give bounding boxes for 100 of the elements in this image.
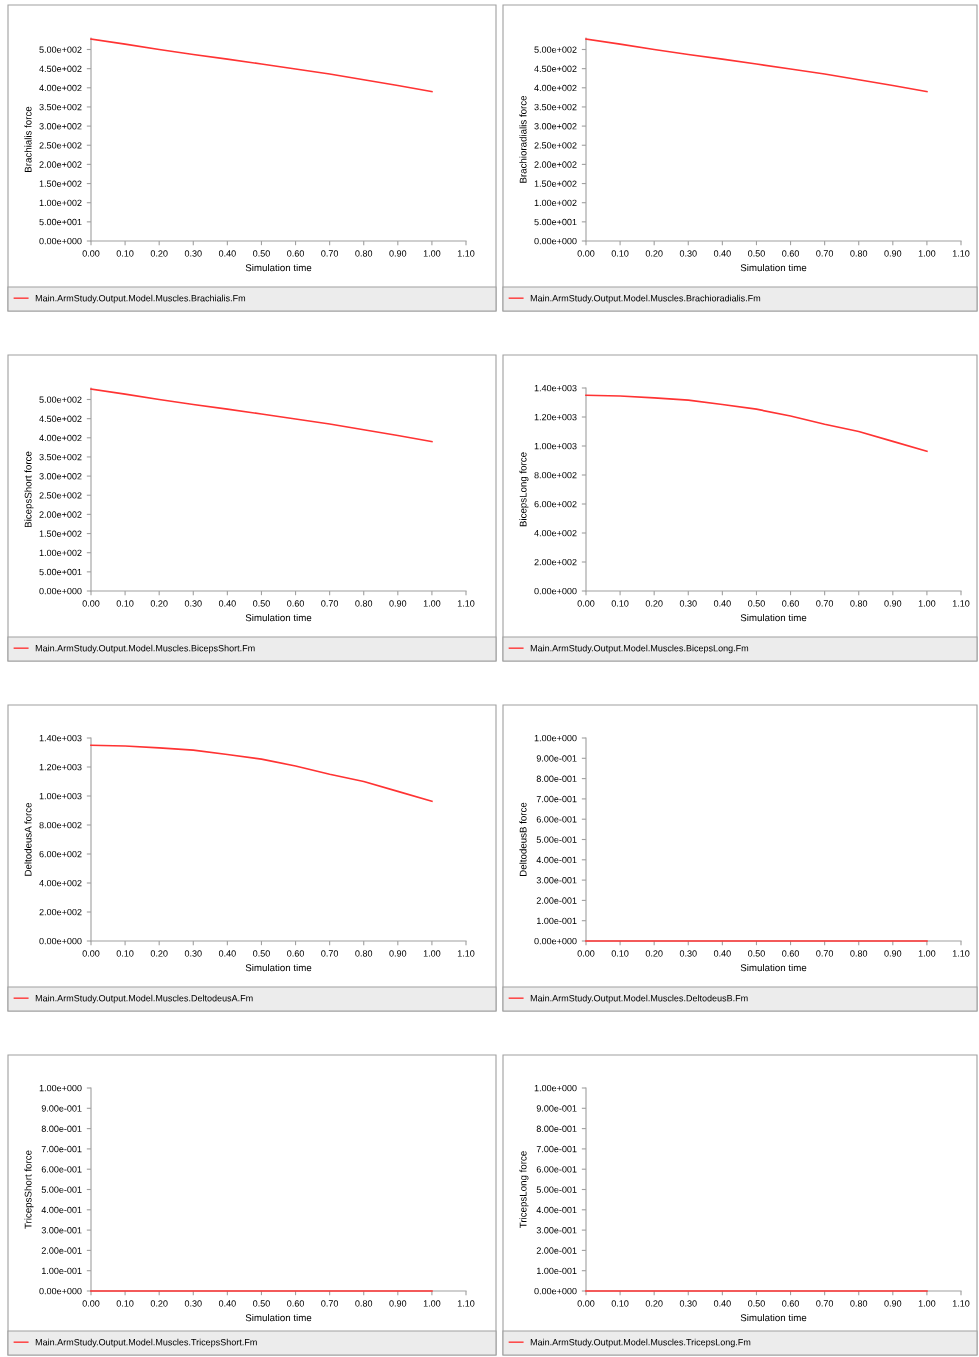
x-tick-label: 0.10 [116, 1300, 134, 1307]
x-tick-label: 0.90 [884, 250, 902, 257]
x-tick-label: 0.70 [321, 950, 339, 957]
x-tick-label: 0.30 [184, 250, 202, 257]
x-tick-label: 0.40 [218, 950, 236, 957]
y-axis-title: Brachialis force [24, 106, 32, 172]
y-tick-label: 0.00e+000 [534, 1287, 577, 1295]
x-tick-label: 1.00 [423, 600, 441, 607]
x-axis-title: Simulation time [245, 614, 312, 622]
y-tick-label: 6.00e-001 [536, 1166, 577, 1173]
x-tick-label: 0.80 [355, 1300, 373, 1307]
y-tick-label: 1.50e+002 [534, 180, 577, 187]
x-tick-label: 0.50 [748, 950, 765, 957]
y-tick-label: 9.00e-001 [536, 1105, 577, 1112]
x-tick-label: 0.20 [150, 1300, 168, 1307]
x-tick-label: 0.40 [218, 1300, 236, 1307]
x-tick-label: 0.80 [355, 250, 373, 257]
x-tick-label: 0.00 [577, 1300, 595, 1307]
x-tick-label: 0.40 [218, 250, 236, 257]
x-tick-label: 0.50 [253, 600, 270, 607]
x-tick-label: 0.00 [82, 950, 100, 957]
x-tick-label: 0.90 [389, 1300, 407, 1307]
x-tick-label: 0.50 [253, 250, 270, 257]
y-tick-label: 1.50e+002 [39, 180, 82, 187]
x-tick-label: 0.10 [116, 950, 134, 957]
y-tick-label: 4.50e+002 [39, 65, 82, 72]
y-tick-label: 8.00e+002 [39, 821, 82, 829]
x-tick-label: 0.30 [679, 1300, 697, 1307]
x-tick-label: 0.10 [611, 1300, 629, 1307]
x-axis-title: Simulation time [245, 264, 312, 272]
y-tick-label: 0.00e+000 [39, 237, 82, 245]
y-tick-label: 3.50e+002 [534, 103, 577, 111]
x-tick-label: 0.30 [184, 600, 202, 607]
y-tick-label: 0.00e+000 [39, 1287, 82, 1295]
x-tick-label: 0.90 [884, 600, 902, 607]
y-tick-label: 5.00e-001 [536, 1186, 577, 1193]
y-tick-label: 2.00e-001 [536, 1247, 577, 1254]
x-tick-label: 0.80 [355, 600, 373, 607]
y-tick-label: 1.00e-001 [537, 917, 577, 925]
x-tick-label: 0.40 [218, 600, 236, 607]
x-tick-label: 0.70 [321, 600, 339, 607]
y-tick-label: 8.00e+002 [534, 471, 577, 479]
x-tick-label: 0.60 [782, 1300, 799, 1307]
x-tick-label: 0.50 [253, 950, 270, 957]
x-tick-label: 0.90 [884, 1300, 902, 1307]
y-tick-label: 0.00e+000 [534, 937, 577, 945]
x-tick-label: 0.70 [321, 1300, 339, 1307]
y-tick-label: 2.50e+002 [534, 142, 577, 149]
x-tick-label: 0.60 [782, 600, 799, 607]
y-tick-label: 1.40e+003 [534, 384, 577, 392]
line-series [585, 394, 928, 453]
y-tick-label: 4.00e+002 [39, 434, 82, 442]
y-tick-label: 4.00e-001 [536, 856, 577, 864]
x-tick-label: 1.00 [918, 600, 936, 607]
x-tick-label: 0.60 [287, 950, 304, 957]
x-tick-label: 1.00 [918, 950, 936, 957]
y-axis-title: BicepsShort force [24, 451, 34, 528]
x-tick-label: 0.80 [850, 950, 868, 957]
x-tick-label: 0.60 [782, 250, 799, 257]
y-tick-label: 6.00e+002 [39, 850, 82, 858]
y-axis-title: DeltodeusA force [24, 802, 32, 876]
y-tick-label: 9.00e-001 [536, 755, 577, 762]
x-tick-label: 0.30 [679, 600, 697, 607]
x-tick-label: 1.00 [423, 950, 441, 957]
y-tick-label: 8.00e-001 [41, 1125, 82, 1132]
y-tick-label: 3.00e+002 [39, 473, 82, 480]
y-tick-label: 2.00e-001 [536, 897, 577, 904]
y-tick-label: 3.50e+002 [39, 103, 82, 111]
x-tick-label: 0.50 [748, 600, 765, 607]
x-tick-label: 1.00 [918, 250, 936, 257]
y-tick-label: 3.50e+002 [39, 453, 82, 461]
x-tick-label: 0.60 [287, 1300, 304, 1307]
x-tick-label: 0.40 [713, 1300, 731, 1307]
x-tick-label: 0.90 [884, 950, 902, 957]
y-tick-label: 1.00e+003 [534, 442, 577, 450]
x-tick-label: 0.30 [679, 950, 697, 957]
y-tick-label: 4.00e+002 [534, 84, 577, 92]
x-tick-label: 0.50 [748, 1300, 765, 1307]
x-tick-label: 0.60 [782, 950, 799, 957]
y-tick-label: 1.00e-001 [42, 1267, 82, 1275]
y-tick-label: 7.00e-001 [41, 1145, 82, 1153]
y-tick-label: 2.50e+002 [39, 492, 82, 499]
x-tick-label: 1.10 [457, 250, 475, 257]
x-tick-label: 0.10 [611, 250, 629, 257]
x-tick-label: 0.70 [816, 1300, 834, 1307]
y-tick-label: 4.50e+002 [39, 415, 82, 422]
y-tick-label: 3.00e+002 [534, 123, 577, 130]
line-series [90, 744, 433, 803]
y-tick-label: 1.00e+002 [534, 199, 577, 207]
y-tick-label: 4.00e-001 [41, 1206, 82, 1214]
legend-label: Main.ArmStudy.Output.Model.Muscles.BicepsShort.Fm [35, 644, 255, 654]
y-tick-label: 1.20e+003 [39, 763, 82, 771]
x-tick-label: 0.80 [850, 250, 868, 257]
x-tick-label: 0.10 [116, 600, 134, 607]
x-tick-label: 1.10 [952, 250, 970, 257]
x-tick-label: 0.60 [287, 600, 304, 607]
x-tick-label: 0.30 [184, 1300, 202, 1307]
legend-label: Main.ArmStudy.Output.Model.Muscles.TricepsShort.Fm [35, 1338, 257, 1348]
y-tick-label: 1.00e+002 [39, 549, 82, 557]
y-tick-label: 2.50e+002 [39, 142, 82, 149]
